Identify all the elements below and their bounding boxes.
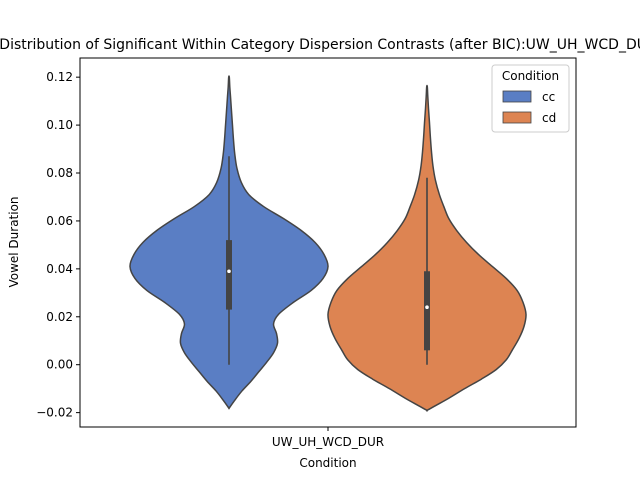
legend-title: Condition (502, 69, 559, 83)
legend-swatch-cd (502, 111, 532, 124)
median-cc (227, 269, 231, 274)
legend-swatch-cc (502, 90, 532, 103)
iqr-box-cd (424, 271, 430, 351)
median-cd (425, 305, 429, 309)
y-tick-label: 0.00 (46, 358, 73, 372)
violin-group (129, 75, 527, 412)
iqr-box-cc (226, 240, 232, 310)
legend-label-cc: cc (542, 90, 555, 104)
x-tick-label: UW_UH_WCD_DUR (272, 435, 384, 449)
y-axis: −0.02 0.00 0.02 0.04 0.06 0.08 0.10 0.12 (36, 70, 80, 420)
y-tick-label: 0.02 (46, 310, 73, 324)
y-tick-label: 0.04 (46, 262, 73, 276)
chart-title: Distribution of Significant Within Categ… (0, 37, 640, 53)
y-tick-label: 0.10 (46, 118, 73, 132)
y-axis-label: Vowel Duration (7, 196, 21, 287)
y-tick-label: 0.08 (46, 166, 73, 180)
y-tick-label: 0.12 (46, 70, 73, 84)
legend-label-cd: cd (542, 111, 556, 125)
legend: Condition cc cd (491, 64, 570, 133)
x-axis-label: Condition (299, 456, 356, 470)
y-tick-label: 0.06 (46, 214, 73, 228)
x-axis: UW_UH_WCD_DUR (272, 427, 384, 449)
y-tick-label: −0.02 (36, 406, 73, 420)
